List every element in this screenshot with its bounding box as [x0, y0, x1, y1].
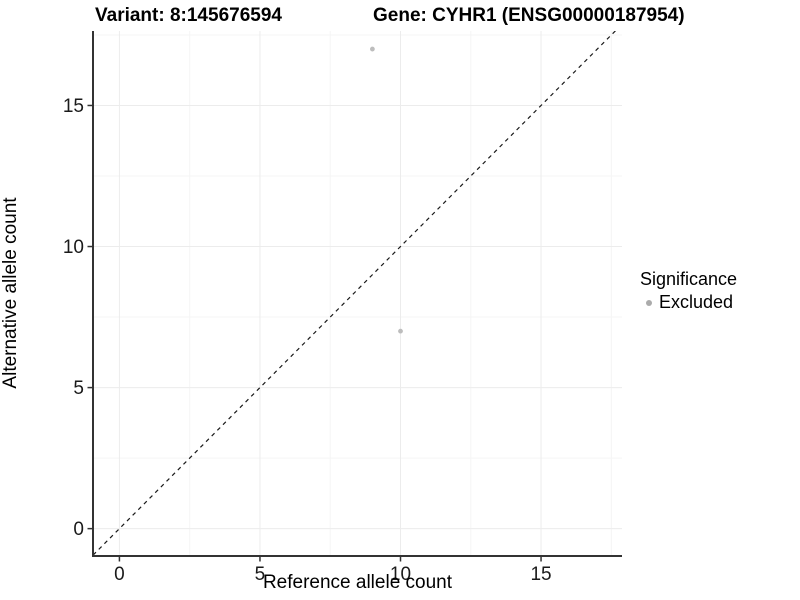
legend-entry: Excluded	[640, 292, 737, 313]
data-point	[398, 328, 403, 334]
legend-entry-label: Excluded	[659, 292, 734, 312]
y-axis-title-text: Alternative allele count	[0, 197, 21, 389]
y-tick-label: 15	[63, 96, 84, 117]
gene-title: Gene: CYHR1 (ENSG00000187954)	[373, 5, 685, 26]
y-tick-label: 0	[73, 519, 84, 540]
x-tick-label: 5	[255, 564, 266, 585]
data-point	[369, 46, 375, 52]
x-tick-label: 0	[114, 564, 125, 585]
legend-key	[640, 294, 657, 311]
excluded-point-icon	[645, 299, 652, 306]
x-tick-label: 15	[530, 564, 551, 585]
legend: Significance Excluded	[640, 269, 737, 313]
x-axis-title: Reference allele count	[262, 572, 453, 593]
identity-reference-line	[93, 31, 617, 556]
y-tick-label: 10	[63, 237, 84, 258]
legend-title: Significance	[640, 269, 738, 289]
y-tick-label: 5	[73, 378, 84, 399]
x-tick-label: 10	[390, 564, 411, 585]
variant-title: Variant: 8:145676594	[95, 5, 282, 26]
